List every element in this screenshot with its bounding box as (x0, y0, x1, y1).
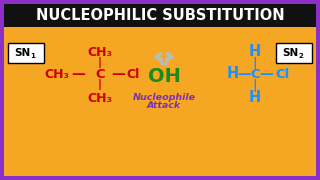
FancyBboxPatch shape (4, 4, 316, 27)
Text: |: | (98, 80, 102, 91)
Text: —: — (111, 67, 125, 81)
Text: C: C (95, 68, 105, 80)
Text: 2: 2 (299, 53, 303, 59)
Text: CH₃: CH₃ (87, 91, 113, 105)
Text: SN: SN (282, 48, 298, 58)
Text: H: H (249, 44, 261, 60)
FancyBboxPatch shape (4, 4, 316, 176)
Text: |: | (253, 78, 257, 91)
Text: SN: SN (14, 48, 30, 58)
Text: Nucleophile: Nucleophile (132, 93, 196, 102)
Text: Attack: Attack (147, 102, 181, 111)
Text: |: | (253, 57, 257, 69)
Text: Cl: Cl (126, 68, 140, 80)
FancyBboxPatch shape (8, 43, 44, 63)
Text: |: | (98, 57, 102, 69)
Text: 1: 1 (31, 53, 36, 59)
Text: CH₃: CH₃ (44, 68, 69, 80)
Text: —: — (71, 67, 85, 81)
Text: H: H (249, 91, 261, 105)
Text: CH₃: CH₃ (87, 46, 113, 58)
Text: Cl: Cl (275, 68, 289, 80)
Text: —: — (237, 67, 251, 81)
Text: OH: OH (148, 68, 180, 87)
Text: NUCLEOPHILIC SUBSTITUTION: NUCLEOPHILIC SUBSTITUTION (36, 8, 284, 24)
Text: C: C (250, 68, 260, 80)
Text: —: — (259, 67, 273, 81)
FancyBboxPatch shape (276, 43, 312, 63)
Text: H: H (227, 66, 239, 82)
